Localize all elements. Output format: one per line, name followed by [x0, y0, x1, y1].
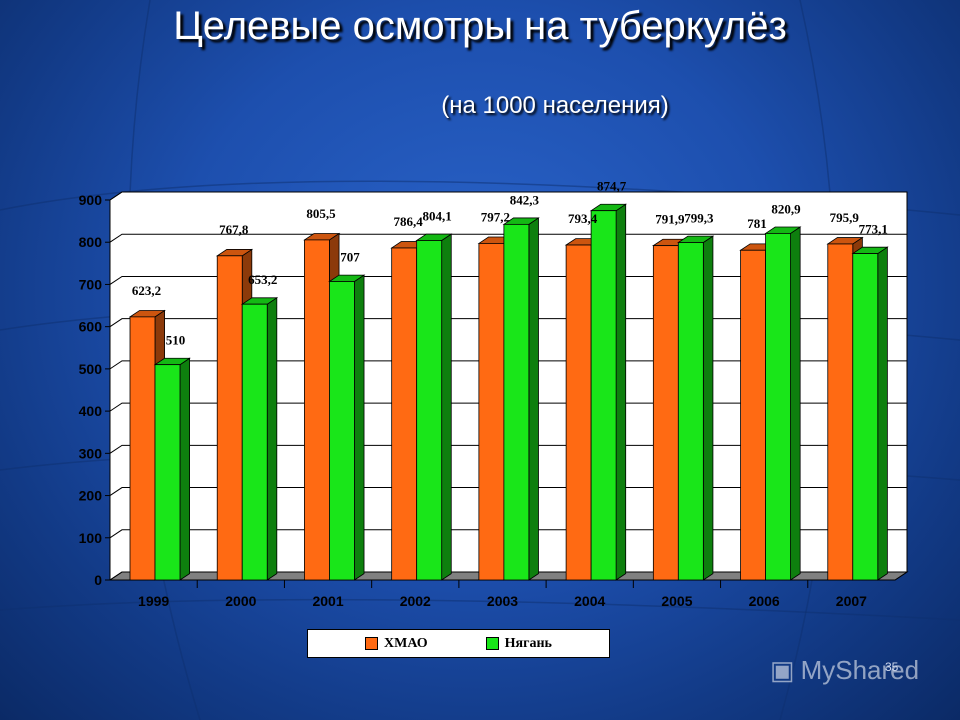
x-tick-label: 2004 — [574, 593, 605, 609]
page-number: 35 — [885, 660, 899, 674]
bar-series2-side — [877, 246, 888, 581]
data-label-series1: 767,8 — [219, 222, 249, 237]
y-tick-label: 900 — [79, 192, 103, 208]
bar-series2 — [677, 242, 704, 581]
data-label-series2: 653,2 — [248, 272, 277, 287]
bar-series1 — [652, 245, 679, 581]
gridline — [109, 275, 907, 285]
legend-item-series2: Нягань — [485, 635, 552, 652]
data-label-series2: 874,7 — [597, 179, 627, 194]
legend-swatch-series2 — [485, 637, 499, 650]
bar-series1 — [304, 239, 330, 581]
bar-series1 — [827, 243, 854, 581]
bar-series2-side — [441, 233, 452, 581]
bar-series2-side — [615, 203, 627, 581]
x-tick-label: 2003 — [487, 593, 518, 609]
bar-series2-side — [702, 235, 714, 581]
y-tick-label: 0 — [94, 572, 102, 588]
bar-series2-side — [790, 226, 801, 581]
bar-series2 — [590, 210, 617, 581]
data-label-series2: 773,1 — [859, 222, 888, 237]
gridline — [109, 191, 907, 201]
data-label-series1: 797,2 — [481, 209, 510, 224]
gridline — [109, 571, 907, 581]
bar-series2-side — [354, 274, 365, 581]
chart-legend: ХМАО Нягань — [307, 629, 610, 658]
bar-series1 — [478, 243, 505, 581]
bar-series2 — [241, 303, 268, 581]
data-label-series2: 799,3 — [684, 211, 714, 226]
watermark: ▣ MyShared — [770, 655, 919, 686]
y-tick-label: 500 — [79, 361, 103, 377]
bar-series2-side — [266, 297, 278, 581]
x-tick-label: 2007 — [836, 593, 867, 609]
data-label-series2: 510 — [166, 333, 186, 348]
data-label-series1: 805,5 — [306, 206, 336, 221]
bar-series2 — [329, 281, 355, 581]
x-tick-label: 2006 — [749, 593, 780, 609]
data-label-series1: 791,9 — [655, 212, 685, 227]
bar-series2 — [852, 253, 879, 581]
y-tick-label: 100 — [79, 530, 103, 546]
gridline — [109, 487, 907, 496]
bar-series2-side — [179, 357, 191, 581]
data-label-series2: 842,3 — [510, 192, 540, 207]
bar-series2 — [765, 232, 791, 581]
gridline — [109, 360, 907, 370]
y-tick-label: 200 — [79, 488, 103, 504]
legend-item-series1: ХМАО — [365, 636, 428, 652]
x-tick-label: 2000 — [225, 593, 256, 609]
y-tick-label: 700 — [79, 276, 103, 292]
data-label-series2: 820,9 — [771, 201, 801, 216]
x-tick-label: 1999 — [138, 593, 169, 609]
page-subtitle: (на 1000 населения) — [441, 92, 669, 119]
gridline — [109, 402, 907, 412]
data-label-series2: 804,1 — [423, 208, 452, 223]
gridline — [109, 318, 907, 328]
bar-series1 — [740, 249, 766, 581]
legend-swatch-series1 — [365, 637, 379, 650]
x-tick-label: 2005 — [661, 593, 692, 609]
bar-series1 — [216, 255, 243, 581]
presentation-icon: ▣ — [770, 655, 795, 685]
gridline — [109, 529, 907, 539]
y-tick-label: 300 — [79, 445, 103, 461]
bar-series2 — [154, 364, 181, 581]
gridline — [109, 233, 907, 243]
gridline — [109, 444, 907, 454]
bar-series2 — [416, 240, 443, 581]
data-label-series2: 707 — [340, 249, 360, 264]
y-tick-label: 800 — [79, 234, 103, 250]
data-label-series1: 793,4 — [568, 211, 598, 226]
data-label-series1: 623,2 — [132, 283, 161, 298]
legend-label-series1: ХМАО — [384, 635, 428, 651]
data-label-series1: 781 — [747, 216, 767, 231]
x-tick-label: 2002 — [400, 593, 431, 609]
legend-label-series2: Нягань — [504, 635, 552, 651]
bar-series2 — [503, 223, 530, 581]
y-tick-label: 600 — [79, 319, 103, 335]
page-title: Целевые осмотры на туберкулёз — [173, 4, 787, 48]
watermark-text: MyShared — [800, 655, 920, 685]
data-label-series1: 786,4 — [394, 214, 424, 229]
x-tick-label: 2001 — [312, 593, 343, 609]
data-label-series1: 795,9 — [830, 210, 860, 225]
bar-series1 — [391, 247, 418, 581]
bar-series1 — [565, 244, 592, 581]
bar-series1 — [129, 316, 156, 581]
y-tick-label: 400 — [79, 403, 103, 419]
bar-series2-side — [528, 217, 539, 581]
